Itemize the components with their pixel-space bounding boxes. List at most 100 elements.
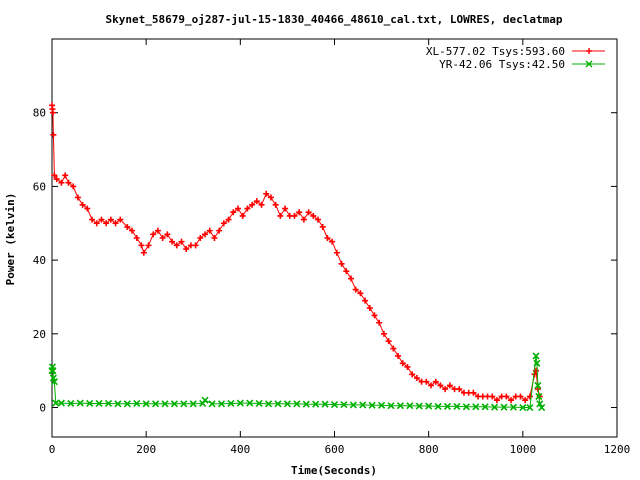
y-tick-label: 40 [33,254,46,267]
data-point [371,312,378,319]
data-point [390,345,397,352]
data-point [481,403,489,411]
legend-label-xl: XL-577.02 Tsys:593.60 [426,45,565,58]
y-tick-label: 80 [33,107,46,120]
data-point [409,371,416,378]
data-point [192,242,199,249]
data-point [178,238,185,245]
legend-label-yr: YR-42.06 Tsys:42.50 [439,58,565,71]
data-point [52,399,60,407]
data-point [129,227,136,234]
series-yr [48,352,546,412]
data-point [65,179,72,186]
data-point [267,194,274,201]
data-point [161,400,169,408]
data-point [142,400,150,408]
data-point [169,238,176,245]
data-point [201,396,209,404]
data-point [535,392,543,401]
data-point [517,393,524,400]
data-point [58,179,65,186]
data-point [244,205,251,212]
data-point [263,190,270,197]
data-point [84,205,91,212]
legend-sample-yr [572,60,605,68]
data-point [49,109,56,116]
x-tick-label: 600 [325,443,345,456]
data-point [508,397,515,404]
data-point [302,400,310,408]
data-point [103,220,110,227]
data-point [159,235,166,241]
data-point [425,402,433,410]
data-point [51,172,58,179]
data-point [49,367,57,375]
data-point [456,386,463,393]
series-line [51,355,543,408]
data-point [277,212,284,219]
axes: 0 200 400 600 800 1000 1200 0 20 40 60 80 [33,39,630,456]
data-point [133,235,140,241]
legend-sample-xl [572,48,605,54]
data-point [154,227,161,234]
data-point [70,183,77,190]
data-point [152,400,160,408]
data-point [362,297,369,304]
data-point [208,400,216,408]
y-tick-label: 20 [33,328,46,341]
data-point [246,399,254,407]
series-layer [48,102,546,412]
data-point [349,401,357,409]
data-point [503,393,510,400]
data-point [526,403,534,412]
data-point [489,393,496,400]
data-point [230,209,237,216]
data-point [57,399,65,407]
data-point [532,352,540,360]
data-point [321,400,329,408]
data-point [74,194,81,201]
data-point [387,402,395,410]
data-point [376,319,383,326]
data-point [67,399,75,408]
data-point [404,363,411,370]
data-point [89,216,96,223]
data-point [423,378,430,385]
data-point [234,205,241,212]
data-point [124,223,131,230]
data-point [283,400,291,408]
data-point [359,401,367,409]
data-point [428,382,435,389]
data-point [522,397,529,404]
data-point [352,286,359,293]
y-axis-label: Power (kelvin) [4,193,17,286]
data-point [117,216,124,223]
data-point [98,216,105,223]
data-point [291,212,298,219]
x-tick-label: 200 [136,443,156,456]
data-point [123,400,131,408]
data-point [202,231,209,238]
data-point [272,201,279,208]
data-point [446,382,453,389]
data-point [519,403,527,412]
data-point [453,402,461,410]
data-point [366,305,373,312]
data-point [385,338,392,345]
y-tick-label: 60 [33,180,46,193]
data-point [340,401,348,409]
x-tick-label: 0 [49,443,56,456]
data-point [104,399,113,408]
data-point [310,212,317,219]
data-point [197,235,204,241]
data-point [225,216,232,223]
data-point [437,382,444,389]
y-tick-label: 0 [39,402,46,415]
data-point [206,227,213,234]
data-point [533,359,541,367]
data-point [319,223,326,230]
data-point [378,401,386,409]
data-point [324,235,331,241]
data-point [493,397,500,404]
